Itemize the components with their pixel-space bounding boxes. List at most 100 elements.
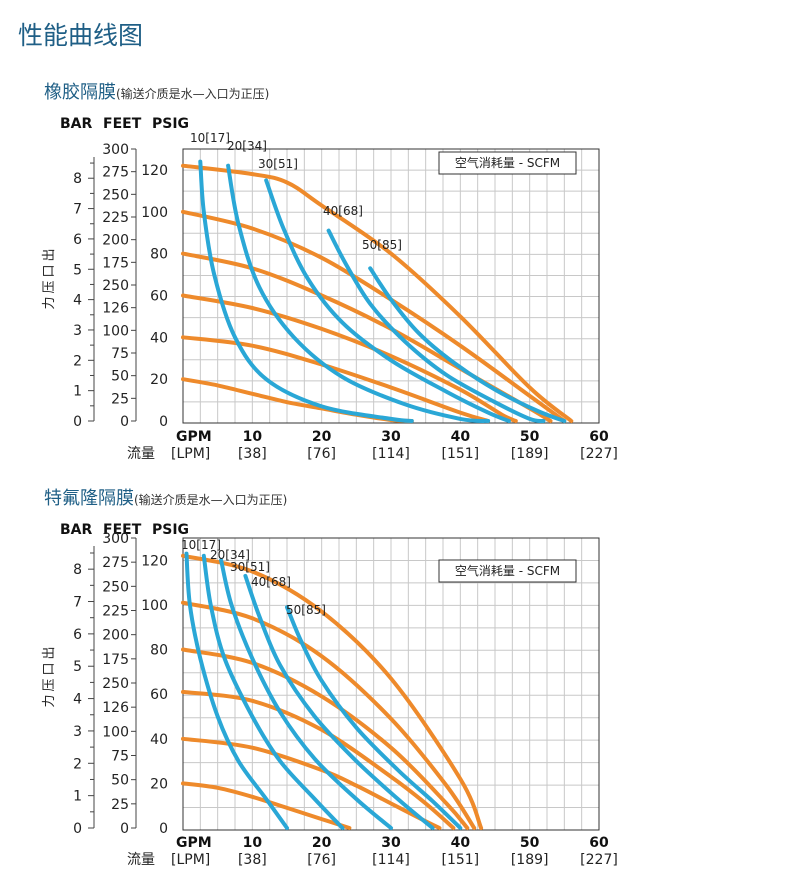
feet-tick-label: 300 bbox=[102, 142, 129, 158]
psig-axis-header: PSIG bbox=[152, 522, 189, 538]
bar-tick-label: 2 bbox=[73, 353, 82, 369]
x-tick-label-lpm: [189] bbox=[511, 446, 549, 462]
y-axis-label-char: 出 bbox=[42, 248, 57, 261]
bar-tick-label: 0 bbox=[73, 821, 82, 837]
chart-heading: 橡胶隔膜(输送介质是水—入口为正压) bbox=[44, 78, 269, 104]
x-tick-label-lpm: [114] bbox=[372, 852, 410, 868]
psig-axis-header: PSIG bbox=[152, 116, 189, 132]
legend-title: 空气消耗量 - SCFM bbox=[455, 155, 560, 170]
legend-box bbox=[438, 559, 577, 583]
chart-heading: 特氟隆隔膜(输送介质是水—入口为正压) bbox=[44, 484, 287, 510]
bar-tick-label: 6 bbox=[73, 232, 82, 248]
legend-title: 空气消耗量 - SCFM bbox=[455, 563, 560, 578]
feet-tick-label: 300 bbox=[102, 531, 129, 547]
air-consumption-curve-line bbox=[285, 605, 463, 830]
x-tick-label-lpm: [38] bbox=[238, 446, 267, 462]
feet-tick-label: 75 bbox=[111, 749, 129, 765]
air-curve-label: 40[68] bbox=[323, 204, 363, 218]
x-tick-label-lpm: [227] bbox=[580, 852, 618, 868]
x-tick-label-lpm: [38] bbox=[238, 852, 267, 868]
bar-tick-label: 8 bbox=[73, 171, 82, 187]
air-curve-label: 50[85] bbox=[362, 238, 402, 252]
air-curve-label: 10[17] bbox=[190, 131, 230, 145]
pressure-curve-line bbox=[181, 647, 470, 830]
x-tick-label-gpm: 50 bbox=[520, 835, 540, 851]
pressure-curve-line bbox=[181, 600, 477, 830]
bar-tick-label: 5 bbox=[73, 659, 82, 675]
air-consumption-curve-line bbox=[201, 553, 345, 830]
bar-tick-label: 1 bbox=[73, 384, 82, 400]
x-tick-label-gpm: 30 bbox=[381, 835, 401, 851]
teflon-diaphragm-chart-block: 特氟隆隔膜(输送介质是水—入口为正压) 10[17] 20[34] 30[51] 40… bbox=[0, 478, 790, 886]
feet-tick-label: 75 bbox=[111, 346, 129, 362]
feet-tick-label: 275 bbox=[102, 555, 129, 571]
bar-tick-label: 7 bbox=[73, 595, 82, 611]
air-consumption-curve-line bbox=[243, 573, 435, 830]
air-consumption-curve-line bbox=[264, 178, 511, 423]
y-axis-label-char: 力 bbox=[42, 296, 57, 309]
feet-tick-label: 0 bbox=[120, 414, 129, 430]
feet-axis-header: FEET bbox=[103, 522, 142, 538]
feet-tick-label: 275 bbox=[102, 165, 129, 181]
psig-tick-label: 60 bbox=[150, 288, 168, 304]
feet-tick-label: 50 bbox=[111, 369, 129, 385]
air-consumption-curve-line bbox=[198, 159, 414, 423]
bar-tick-label: 3 bbox=[73, 323, 82, 339]
bar-tick-label: 8 bbox=[73, 562, 82, 578]
y-axis-label-char: 出 bbox=[42, 646, 57, 659]
pressure-curve-line bbox=[181, 553, 484, 830]
lpm-axis-header: [LPM] bbox=[171, 852, 210, 868]
plot-frame bbox=[182, 148, 600, 424]
psig-tick-label: 100 bbox=[141, 205, 168, 221]
air-curve-label: 30[51] bbox=[230, 560, 270, 574]
bar-axis-header: BAR bbox=[60, 116, 93, 132]
feet-tick-label: 126 bbox=[102, 700, 129, 716]
air-consumption-curve-line bbox=[226, 163, 491, 423]
legend-box bbox=[438, 151, 577, 175]
x-tick-label-gpm: 20 bbox=[312, 835, 332, 851]
psig-tick-label: 60 bbox=[150, 687, 168, 703]
psig-tick-label: 100 bbox=[141, 598, 168, 614]
pressure-curve-line bbox=[181, 163, 574, 423]
chart-title: 特氟隆隔膜 bbox=[44, 488, 134, 509]
chart-title: 橡胶隔膜 bbox=[44, 82, 116, 103]
feet-tick-label: 225 bbox=[102, 210, 129, 226]
x-tick-label-lpm: [151] bbox=[442, 852, 480, 868]
pressure-curve-line bbox=[181, 781, 352, 830]
grid bbox=[182, 148, 600, 424]
psig-tick-label: 40 bbox=[150, 732, 168, 748]
psig-tick-label: 120 bbox=[141, 553, 168, 569]
feet-tick-label: 126 bbox=[102, 301, 129, 317]
y-axis-label-char: 压 bbox=[42, 678, 57, 691]
x-tick-label-lpm: [151] bbox=[442, 446, 480, 462]
air-curve-label: 50[85] bbox=[286, 603, 326, 617]
flow-axis-label: 流量 bbox=[127, 852, 155, 868]
bar-tick-label: 6 bbox=[73, 627, 82, 643]
x-tick-label-gpm: 60 bbox=[589, 835, 609, 851]
bar-tick-label: 4 bbox=[73, 293, 82, 309]
air-consumption-curve-line bbox=[368, 266, 567, 423]
x-tick-label-lpm: [76] bbox=[307, 446, 336, 462]
x-tick-label-lpm: [114] bbox=[372, 446, 410, 462]
chart-subtitle: (输送介质是水—入口为正压) bbox=[134, 493, 288, 507]
flow-axis-label: 流量 bbox=[127, 446, 155, 462]
feet-tick-label: 175 bbox=[102, 652, 129, 668]
lpm-axis-header: [LPM] bbox=[171, 446, 210, 462]
feet-tick-label: 225 bbox=[102, 604, 129, 620]
x-tick-label-gpm: 20 bbox=[312, 429, 332, 445]
air-consumption-curve-line bbox=[219, 558, 393, 830]
x-tick-label-gpm: 50 bbox=[520, 429, 540, 445]
rubber-diaphragm-chart: 10[17]20[34] 30[51] 40[68] 50[85] 空气消耗量 - SC… bbox=[42, 116, 618, 462]
psig-tick-label: 0 bbox=[159, 821, 168, 837]
x-tick-label-gpm: 10 bbox=[243, 429, 263, 445]
psig-tick-label: 80 bbox=[150, 643, 168, 659]
air-curve-label: 40[68] bbox=[251, 575, 291, 589]
x-tick-label-gpm: 40 bbox=[451, 835, 471, 851]
bar-tick-label: 3 bbox=[73, 724, 82, 740]
y-axis-label-char: 口 bbox=[42, 264, 57, 277]
feet-tick-label: 200 bbox=[102, 628, 129, 644]
feet-tick-label: 25 bbox=[111, 391, 129, 407]
air-curve-label: 20[34] bbox=[227, 139, 267, 153]
psig-tick-label: 0 bbox=[159, 414, 168, 430]
gpm-axis-header: GPM bbox=[176, 429, 212, 445]
